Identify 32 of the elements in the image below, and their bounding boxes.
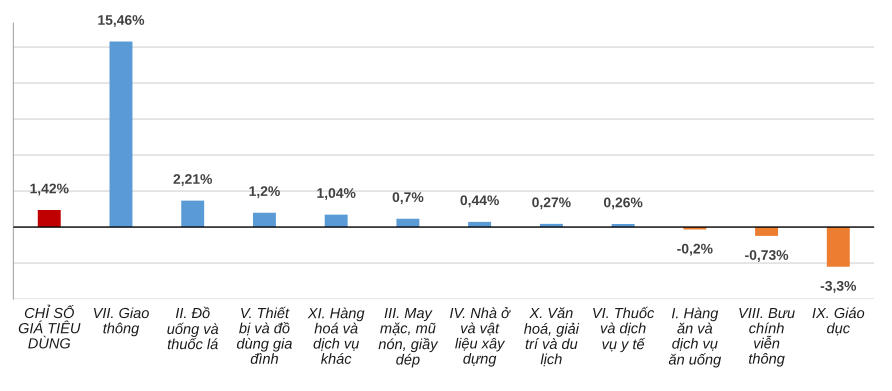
bar (755, 227, 778, 236)
bar (324, 214, 348, 228)
x-tick-label: CHỈ SỐ GIÁ TIÊU DÙNG (18, 304, 81, 349)
data-label: 15,46% (98, 15, 144, 27)
x-tick-label: VII. Giao thông (94, 307, 149, 336)
x-tick-label: X. Văn hoá, giải trí và du lịch (524, 307, 580, 366)
bar (110, 42, 132, 228)
x-tick-label: V. Thiết bị và đồ dùng gia đình (236, 306, 292, 364)
x-tick-label: VIII. Bưu chính viễn thông (739, 308, 795, 367)
x-tick-label: I. Hàng ăn và dịch vụ ăn uống (668, 307, 722, 368)
bar (826, 227, 850, 267)
x-tick-label: II. Đồ uống và thuốc lá (167, 306, 218, 350)
x-tick-label: VI. Thuốc và dịch vụ y tế (593, 306, 654, 352)
data-label: 1,2% (249, 186, 280, 198)
bar (396, 218, 420, 228)
x-tick-label: IV. Nhà ở và vật liệu xây dựng (450, 306, 511, 367)
data-label: 0,7% (392, 192, 424, 204)
data-label: 0,26% (604, 198, 642, 210)
data-label: -0,73% (745, 250, 788, 262)
bar (38, 210, 61, 228)
data-label: 2,21% (174, 174, 212, 186)
data-label: -3,3% (820, 280, 856, 293)
data-label: 0,44% (460, 195, 499, 208)
data-label: 1,42% (30, 184, 69, 196)
data-label: 1,04% (317, 188, 356, 200)
x-tick-label: XI. Hàng hoá và dịch vụ khác (308, 307, 364, 364)
bar (181, 200, 204, 228)
x-tick-label: III. May mặc, mũ nón, giầy dép (378, 308, 438, 368)
data-label: 0,27% (532, 197, 571, 210)
data-label: -0,2% (677, 244, 713, 256)
x-tick-label: IX. Giáo dục (812, 307, 864, 336)
bar (252, 212, 276, 228)
